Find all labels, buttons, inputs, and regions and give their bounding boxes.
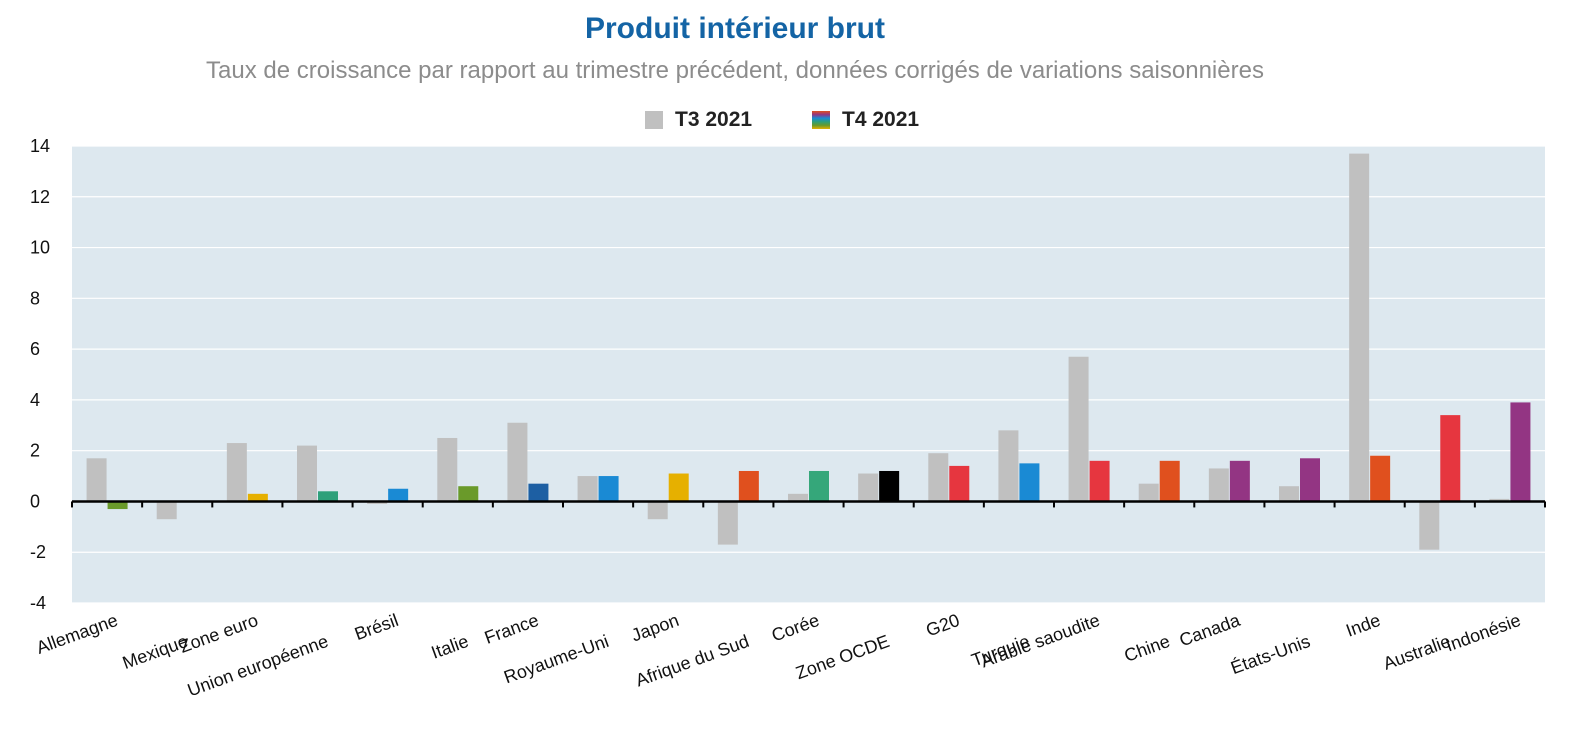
category-label: Australie (1381, 631, 1454, 674)
legend-item-t3: T3 2021 (645, 104, 752, 136)
bar-t3 (1068, 356, 1089, 502)
y-tick-label: 10 (30, 238, 50, 258)
bar-t3 (437, 437, 458, 502)
category-label: Allemagne (34, 610, 121, 658)
bar-t4 (668, 473, 689, 502)
bar-t4 (598, 476, 619, 502)
category-label: France (482, 610, 541, 648)
category-label: Japon (629, 610, 682, 646)
bar-t3 (86, 458, 107, 502)
category-label: Royaume-Uni (501, 631, 611, 687)
bar-t3 (788, 493, 808, 502)
bar-t3 (226, 443, 247, 502)
bar-t3 (507, 422, 528, 502)
bar-t4 (879, 470, 900, 502)
category-label: Italie (429, 631, 472, 663)
bar-t3 (1279, 486, 1299, 502)
category-label: Zone OCDE (793, 631, 892, 683)
bar-t3 (717, 501, 738, 545)
legend-label-t4: T4 2021 (842, 108, 920, 131)
chart-title: Produit intérieur brut (585, 12, 885, 45)
y-tick-label: 12 (30, 187, 50, 207)
bar-t3 (1138, 483, 1159, 502)
bar-t3 (647, 501, 668, 520)
bar-t3 (1208, 468, 1229, 502)
y-tick-label: 0 (30, 491, 40, 511)
category-label: G20 (923, 610, 962, 640)
bar-t4 (1300, 458, 1320, 502)
category-label: Indonésie (1443, 610, 1523, 655)
bar-t4 (949, 465, 970, 502)
category-label: Zone euro (177, 610, 261, 657)
y-tick-label: -4 (30, 593, 46, 613)
bar-t3 (928, 453, 949, 502)
bar-t4 (1229, 460, 1250, 502)
bar-t3 (577, 476, 598, 502)
bar-t4 (1370, 455, 1391, 502)
y-tick-label: 14 (30, 136, 50, 156)
legend-swatch-t4 (812, 111, 830, 129)
bar-t4 (458, 486, 479, 502)
bar-t3 (156, 501, 177, 520)
bar-t4 (528, 483, 549, 502)
category-label: Inde (1343, 610, 1383, 641)
bar-t4 (1510, 402, 1531, 502)
bar-t4 (1159, 460, 1180, 502)
category-label: Brésil (352, 610, 401, 644)
y-tick-label: 6 (30, 339, 40, 359)
bar-t4 (738, 470, 759, 502)
chart-subtitle: Taux de croissance par rapport au trimes… (206, 57, 1264, 84)
bar-t3 (858, 473, 879, 502)
y-tick-label: 4 (30, 390, 40, 410)
legend-label-t3: T3 2021 (675, 108, 753, 131)
bar-t3 (1349, 153, 1370, 502)
plot-area (72, 146, 1545, 603)
category-label: Chine (1122, 631, 1173, 666)
legend-swatch-t3 (645, 111, 663, 129)
y-tick-label: -2 (30, 542, 46, 562)
category-label: Canada (1177, 610, 1244, 651)
bar-t4 (247, 493, 268, 502)
bar-t4 (318, 491, 338, 502)
category-label: États-Unis (1228, 631, 1313, 678)
bar-t3 (998, 430, 1019, 502)
bar-t3 (1419, 501, 1440, 550)
category-label: Corée (769, 610, 822, 646)
bar-t4 (388, 488, 409, 502)
bar-t4 (1019, 463, 1040, 502)
y-tick-label: 2 (30, 441, 40, 461)
bar-t4 (1089, 460, 1110, 502)
legend-item-t4: T4 2021 (812, 104, 919, 136)
bar-t4 (1440, 415, 1461, 502)
y-tick-label: 8 (30, 288, 40, 308)
bar-t3 (367, 501, 388, 504)
bar-t4 (809, 470, 829, 502)
bar-t3 (1489, 498, 1510, 502)
bar-t4 (107, 501, 128, 510)
bar-t3 (297, 445, 317, 502)
legend: T3 2021 T4 2021 (0, 104, 1578, 136)
